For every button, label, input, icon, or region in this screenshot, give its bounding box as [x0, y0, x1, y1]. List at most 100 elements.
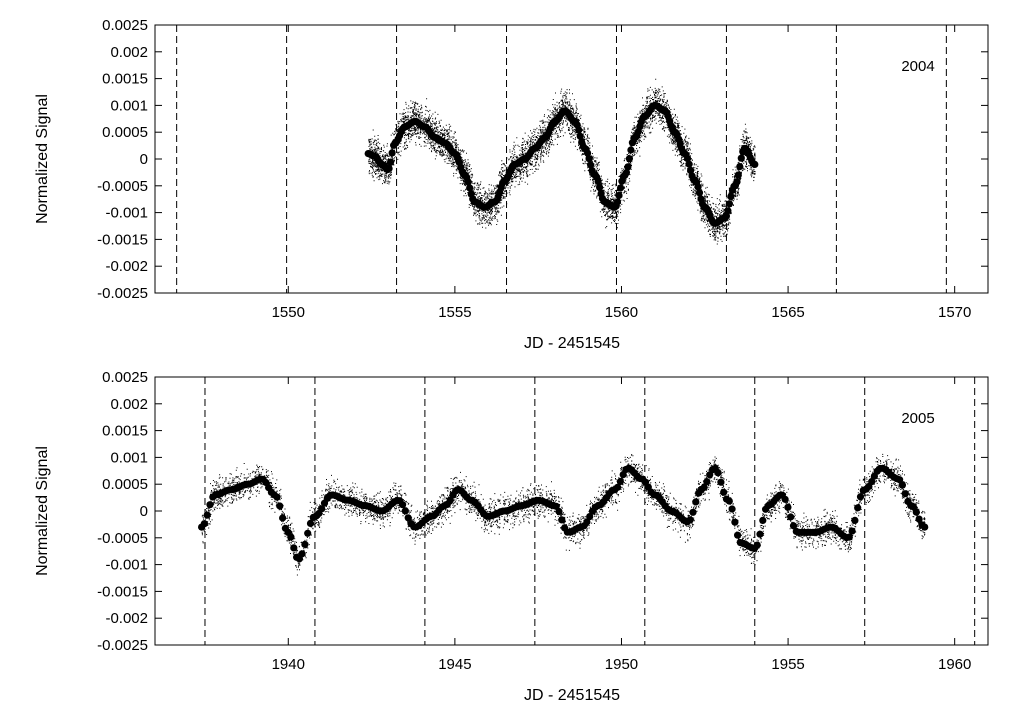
- smoothed-point: [613, 198, 622, 206]
- smoothed-point: [584, 149, 592, 157]
- smoothed-point: [614, 483, 622, 491]
- y-tick-label: -0.0025: [97, 637, 148, 654]
- y-tick-label: 0.0025: [102, 17, 148, 34]
- smoothed-point: [306, 519, 315, 528]
- smoothed-point: [587, 161, 595, 169]
- smoothed-point: [896, 476, 904, 484]
- smoothed-point: [734, 171, 742, 179]
- smoothed-point: [781, 495, 789, 503]
- x-tick-label: 1955: [771, 656, 804, 673]
- smoothed-point: [615, 191, 623, 199]
- y-tick-label: 0.001: [110, 97, 148, 114]
- y-tick-label: 0.002: [110, 396, 148, 413]
- smoothed-point: [466, 184, 474, 192]
- smoothed-point: [787, 513, 795, 521]
- y-tick-label: -0.002: [105, 258, 148, 275]
- y-tick-label: 0: [140, 151, 148, 168]
- smoothed-point: [388, 149, 396, 157]
- smoothed-point: [728, 505, 736, 513]
- smoothed-point: [725, 497, 733, 505]
- smoothed-point: [898, 481, 907, 489]
- x-tick-label: 1550: [272, 304, 305, 321]
- smoothed-point: [848, 527, 856, 535]
- smoothed-point: [575, 126, 583, 134]
- smoothed-point: [287, 533, 295, 541]
- smoothed-series: [364, 101, 759, 227]
- smoothed-point: [714, 469, 722, 477]
- panel-label: 2005: [901, 410, 934, 427]
- y-tick-label: 0.0015: [102, 423, 148, 440]
- smoothed-point: [596, 183, 604, 191]
- smoothed-point: [206, 501, 214, 509]
- smoothed-point: [622, 169, 631, 177]
- smoothed-point: [625, 155, 634, 163]
- smoothed-point: [725, 200, 734, 208]
- smoothed-point: [720, 488, 728, 496]
- x-axis-label: JD - 2451545: [524, 335, 620, 352]
- smoothed-point: [753, 541, 761, 549]
- smoothed-point: [759, 516, 767, 525]
- y-tick-label: 0.0025: [102, 369, 148, 386]
- smoothed-point: [586, 513, 594, 521]
- smoothed-point: [727, 192, 735, 200]
- smoothed-point: [921, 523, 929, 531]
- smoothed-point: [555, 507, 563, 516]
- smoothed-point: [304, 529, 312, 537]
- y-tick-label: -0.002: [105, 610, 148, 627]
- smoothed-point: [399, 501, 407, 509]
- smoothed-point: [751, 160, 759, 168]
- smoothed-point: [558, 516, 566, 524]
- y-tick-label: -0.0015: [97, 231, 148, 248]
- x-tick-label: 1560: [605, 304, 638, 321]
- panel-2005: 2005 JD - 2451545 Normalized Signal 0.00…: [34, 369, 989, 704]
- plot-frame: [154, 376, 989, 646]
- smoothed-point: [576, 132, 584, 140]
- y-tick-label: 0.002: [110, 44, 148, 61]
- smoothed-point: [385, 164, 393, 173]
- raw-data-points: [201, 453, 926, 576]
- y-tick-label: -0.0005: [97, 178, 148, 195]
- smoothed-point: [851, 516, 859, 525]
- smoothed-point: [279, 514, 287, 522]
- y-tick-label: -0.0005: [97, 530, 148, 547]
- smoothed-point: [845, 533, 853, 541]
- y-tick-label: -0.001: [105, 205, 148, 222]
- x-tick-label: 1570: [938, 304, 971, 321]
- smoothed-point: [290, 544, 298, 552]
- smoothed-point: [273, 493, 281, 501]
- smoothed-point: [856, 493, 865, 501]
- smoothed-point: [685, 160, 693, 168]
- smoothed-point: [901, 490, 909, 498]
- smoothed-point: [301, 540, 309, 549]
- smoothed-point: [868, 478, 876, 486]
- smoothed-point: [734, 531, 742, 539]
- smoothed-point: [687, 166, 695, 174]
- y-tick-label: 0.0005: [102, 124, 148, 141]
- y-tick-label: 0.0015: [102, 71, 148, 88]
- smoothed-point: [736, 163, 744, 171]
- smoothed-point: [912, 508, 920, 516]
- x-tick-label: 1950: [605, 656, 638, 673]
- smoothed-point: [387, 158, 395, 166]
- x-tick-label: 1940: [272, 656, 305, 673]
- smoothed-point: [318, 505, 326, 513]
- smoothed-point: [627, 146, 635, 154]
- smoothed-point: [700, 483, 708, 492]
- x-tick-label: 1960: [938, 656, 971, 673]
- smoothed-point: [583, 518, 591, 526]
- y-tick-label: 0: [140, 503, 148, 520]
- panel-2004: 2004 JD - 2451545 Normalized Signal 0.00…: [34, 17, 989, 352]
- smoothed-point: [616, 477, 625, 486]
- smoothed-point: [694, 183, 702, 191]
- smoothed-point: [594, 177, 602, 186]
- smoothed-point: [689, 508, 697, 516]
- x-axis-label: JD - 2451545: [524, 687, 620, 704]
- plot-frame: [154, 24, 989, 294]
- smoothed-point: [616, 184, 625, 192]
- y-tick-label: -0.0015: [97, 583, 148, 600]
- smoothed-point: [731, 518, 739, 526]
- smoothed-point: [724, 207, 732, 215]
- smoothed-point: [737, 154, 745, 162]
- smoothed-point: [298, 550, 306, 558]
